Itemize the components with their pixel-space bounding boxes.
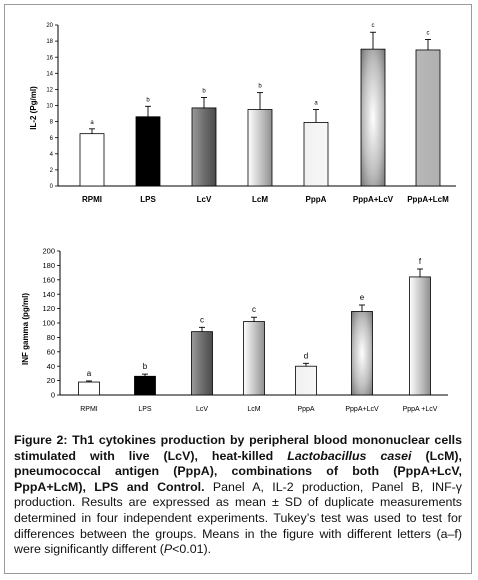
category-label: RPMI bbox=[82, 195, 102, 204]
y-tick-label: 4 bbox=[50, 152, 54, 158]
category-label: PppA+LcV bbox=[345, 406, 379, 413]
bar-pppa bbox=[295, 365, 317, 396]
y-tick-label: 6 bbox=[50, 136, 54, 142]
significance-letter: a bbox=[87, 369, 92, 378]
y-tick-label: 8 bbox=[50, 120, 54, 126]
caption-label: Figure 2: bbox=[14, 433, 68, 447]
bar-lps bbox=[134, 375, 156, 396]
caption-p-symbol: P bbox=[163, 542, 173, 557]
category-label: LcM bbox=[252, 195, 268, 204]
y-tick-label: 18 bbox=[46, 39, 53, 45]
category-label: LcM bbox=[247, 406, 260, 413]
bar-pppa-lcv bbox=[351, 311, 373, 396]
category-label: LPS bbox=[138, 406, 152, 413]
y-tick-label: 120 bbox=[42, 304, 55, 313]
category-label: LPS bbox=[140, 195, 156, 204]
significance-letter: c bbox=[427, 30, 430, 36]
bar-lcm bbox=[243, 321, 265, 396]
y-tick-label: 10 bbox=[46, 104, 53, 110]
significance-letter: a bbox=[314, 101, 318, 107]
significance-letter: f bbox=[419, 257, 422, 266]
bar-pppa-lcv bbox=[409, 276, 431, 396]
y-tick-label: 16 bbox=[46, 55, 53, 61]
significance-letter: b bbox=[258, 84, 262, 90]
bar-pppa bbox=[303, 122, 329, 187]
bar-lps bbox=[135, 116, 161, 187]
category-label: PppA+LcM bbox=[407, 195, 449, 204]
significance-letter: c bbox=[252, 305, 256, 314]
chart-panel-b: 0 20 40 60 80 100 120 140 160 180 200 a RPMI b LPS c LcV… bbox=[21, 247, 448, 413]
significance-letter: c bbox=[372, 23, 375, 29]
y-tick-label: 160 bbox=[42, 275, 55, 284]
figure-frame bbox=[4, 4, 472, 574]
category-label: PppA+LcV bbox=[353, 195, 394, 204]
caption-title-a: Th1 cytokines production by peripheral b… bbox=[14, 433, 462, 463]
bar-rpmi bbox=[79, 133, 105, 187]
y-tick-label: 140 bbox=[42, 290, 55, 299]
chart-panel-a: 0 2 4 6 8 10 12 14 16 18 20 a RPMI b LPS b LcV b LcM a PppA c… bbox=[29, 23, 456, 204]
category-label: PppA +LcV bbox=[403, 406, 438, 413]
y-tick-label: 200 bbox=[42, 247, 55, 256]
y-tick-label: 60 bbox=[47, 347, 55, 356]
bar-pppa-lcv bbox=[360, 48, 386, 187]
y-axis-label: IL-2 (Pg/ml) bbox=[29, 86, 38, 130]
significance-letter: b bbox=[146, 97, 150, 103]
y-tick-label: 12 bbox=[46, 88, 53, 94]
category-label: PppA bbox=[297, 406, 314, 413]
y-tick-label: 80 bbox=[47, 333, 55, 342]
category-label: LcV bbox=[197, 195, 212, 204]
y-tick-label: 20 bbox=[46, 23, 53, 29]
significance-letter: a bbox=[90, 120, 94, 126]
y-tick-label: 20 bbox=[47, 376, 55, 385]
y-tick-label: 14 bbox=[46, 71, 53, 77]
caption-text-b: <0.01). bbox=[172, 542, 212, 557]
significance-letter: c bbox=[200, 315, 204, 324]
bar-lcv bbox=[191, 107, 217, 187]
y-tick-label: 0 bbox=[51, 391, 55, 400]
bar-rpmi bbox=[78, 381, 100, 396]
bar-lcv bbox=[191, 331, 213, 396]
y-tick-label: 40 bbox=[47, 362, 55, 371]
y-axis-label: INF gamma (pg/ml) bbox=[21, 293, 30, 365]
significance-letter: e bbox=[360, 293, 365, 302]
y-tick-label: 2 bbox=[50, 168, 54, 174]
figure-caption: Figure 2: Th1 cytokines production by pe… bbox=[14, 433, 462, 558]
significance-letter: b bbox=[143, 362, 148, 371]
y-tick-label: 0 bbox=[50, 184, 54, 190]
y-tick-label: 180 bbox=[42, 261, 55, 270]
bar-pppa-lcm bbox=[415, 49, 441, 187]
caption-text-a: Panel A, IL-2 production, Panel B, INF-γ… bbox=[14, 479, 462, 557]
category-label: PppA bbox=[306, 195, 327, 204]
significance-letter: b bbox=[202, 88, 206, 94]
caption-title-b: (LcM), pneumococcal antigen (PppA), comb… bbox=[14, 448, 462, 494]
category-label: LcV bbox=[196, 406, 208, 413]
category-label: RPMI bbox=[80, 406, 98, 413]
y-tick-label: 100 bbox=[42, 319, 55, 328]
bar-lcm bbox=[247, 109, 273, 187]
caption-title-species: Lactobacillus casei bbox=[287, 448, 412, 463]
significance-letter: d bbox=[304, 351, 308, 360]
